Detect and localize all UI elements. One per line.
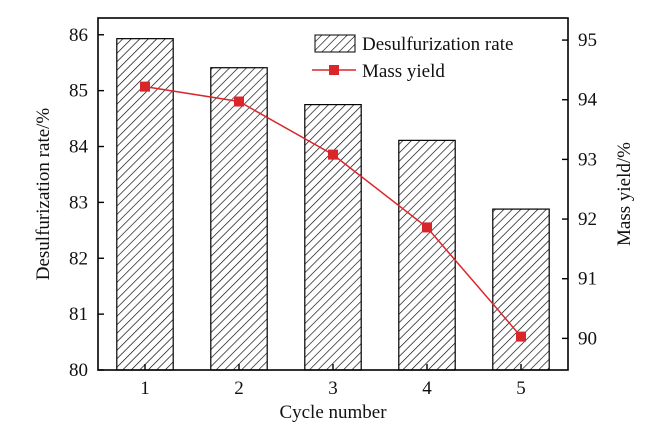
bar-desulfurization-rate-4	[398, 139, 456, 371]
bar-desulfurization-rate-5	[492, 208, 550, 371]
legend-label-mass-yield: Mass yield	[362, 61, 445, 82]
point-mass-yield-1	[140, 81, 150, 92]
x-tick-label-3: 3	[328, 378, 338, 399]
y-tick-label-left-81: 81	[69, 304, 88, 325]
y-tick-label-left-84: 84	[69, 137, 89, 158]
axes-group: 80 81 82 83 84 85 86 90 91 92 93 94 95 1 2 3 4 5	[69, 25, 598, 399]
y-tick-label-left-86: 86	[69, 25, 88, 46]
bar-desulfurization-rate-1	[116, 38, 174, 371]
y-tick-label-right-93: 93	[578, 149, 597, 170]
legend: Desulfurization rate Mass yield	[312, 34, 513, 82]
y-tick-label-right-90: 90	[578, 328, 597, 349]
bar-desulfurization-rate-3	[304, 103, 362, 371]
y-tick-label-right-95: 95	[578, 30, 597, 51]
x-axis-title: Cycle number	[279, 402, 387, 423]
y-tick-label-right-92: 92	[578, 209, 597, 230]
x-tick-label-2: 2	[234, 378, 244, 399]
y-tick-label-right-91: 91	[578, 269, 597, 290]
x-tick-label-4: 4	[422, 378, 432, 399]
y-tick-label-left-85: 85	[69, 81, 88, 102]
point-mass-yield-4	[422, 222, 432, 233]
x-tick-label-5: 5	[516, 378, 526, 399]
legend-label-desulfurization-rate: Desulfurization rate	[362, 34, 513, 55]
y-axis-title-left: Desulfurization rate/%	[33, 108, 54, 281]
y-tick-label-left-82: 82	[69, 248, 88, 269]
point-mass-yield-3	[328, 149, 338, 160]
bar-group	[116, 38, 550, 371]
line-series-group	[140, 81, 526, 342]
y-axis-title-right: Mass yield/%	[614, 142, 635, 246]
y-tick-label-left-80: 80	[69, 360, 88, 381]
bar-desulfurization-rate-2	[210, 67, 268, 371]
point-mass-yield-5	[516, 331, 526, 342]
legend-marker-mass-yield	[329, 65, 339, 75]
point-mass-yield-2	[234, 96, 244, 107]
y-tick-label-left-83: 83	[69, 192, 88, 213]
y-tick-label-right-94: 94	[578, 90, 598, 111]
x-tick-label-1: 1	[140, 378, 150, 399]
legend-swatch-desulfurization-rate	[314, 34, 356, 53]
